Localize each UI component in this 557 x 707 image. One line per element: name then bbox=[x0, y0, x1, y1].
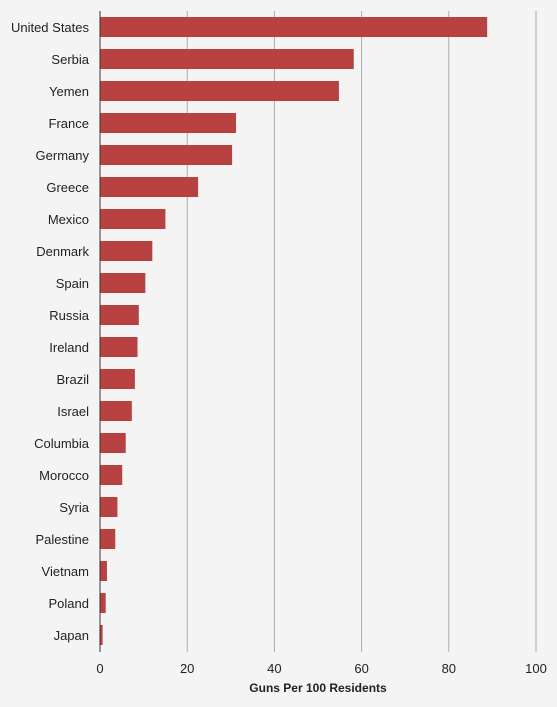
category-label: Israel bbox=[57, 404, 89, 419]
bars bbox=[100, 17, 488, 645]
category-label: Syria bbox=[59, 500, 89, 515]
bar bbox=[100, 273, 146, 293]
x-tick-labels: 0 20 40 60 80 100 bbox=[96, 661, 546, 676]
bar bbox=[100, 529, 116, 549]
category-label: Japan bbox=[54, 628, 89, 643]
x-axis-title: Guns Per 100 Residents bbox=[249, 681, 387, 695]
bar bbox=[100, 625, 103, 645]
category-label: Morocco bbox=[39, 468, 89, 483]
bar bbox=[100, 593, 106, 613]
x-tick-label: 60 bbox=[354, 661, 368, 676]
bar bbox=[100, 241, 153, 261]
category-label: Denmark bbox=[36, 244, 89, 259]
category-label: Greece bbox=[46, 180, 89, 195]
category-label: Germany bbox=[36, 148, 90, 163]
category-label: Palestine bbox=[36, 532, 89, 547]
x-tick-label: 40 bbox=[267, 661, 281, 676]
category-label: Poland bbox=[49, 596, 89, 611]
bar bbox=[100, 209, 166, 229]
category-label: Ireland bbox=[49, 340, 89, 355]
bar bbox=[100, 81, 339, 101]
x-tick-label: 20 bbox=[180, 661, 194, 676]
bar bbox=[100, 337, 138, 357]
grid-lines bbox=[186, 11, 537, 652]
bar bbox=[100, 113, 237, 133]
bar bbox=[100, 465, 123, 485]
category-label: Yemen bbox=[49, 84, 89, 99]
category-label: Russia bbox=[49, 308, 90, 323]
bar bbox=[100, 145, 233, 165]
category-label: France bbox=[49, 116, 89, 131]
category-label: Columbia bbox=[34, 436, 90, 451]
bar bbox=[100, 497, 118, 517]
x-tick-label: 100 bbox=[525, 661, 547, 676]
bar bbox=[100, 49, 354, 69]
bar bbox=[100, 369, 135, 389]
category-label: Brazil bbox=[56, 372, 89, 387]
category-label: Vietnam bbox=[42, 564, 89, 579]
x-tick-label: 0 bbox=[96, 661, 103, 676]
bar bbox=[100, 433, 126, 453]
bar bbox=[100, 401, 132, 421]
category-label: United States bbox=[11, 20, 90, 35]
bar bbox=[100, 305, 139, 325]
category-label: Mexico bbox=[48, 212, 89, 227]
bar bbox=[100, 17, 488, 37]
bar bbox=[100, 177, 199, 197]
bar bbox=[100, 561, 107, 581]
category-label: Serbia bbox=[51, 52, 89, 67]
x-tick-label: 80 bbox=[442, 661, 456, 676]
category-labels: United States Serbia Yemen France Germany Gre… bbox=[11, 20, 90, 643]
category-label: Spain bbox=[56, 276, 89, 291]
